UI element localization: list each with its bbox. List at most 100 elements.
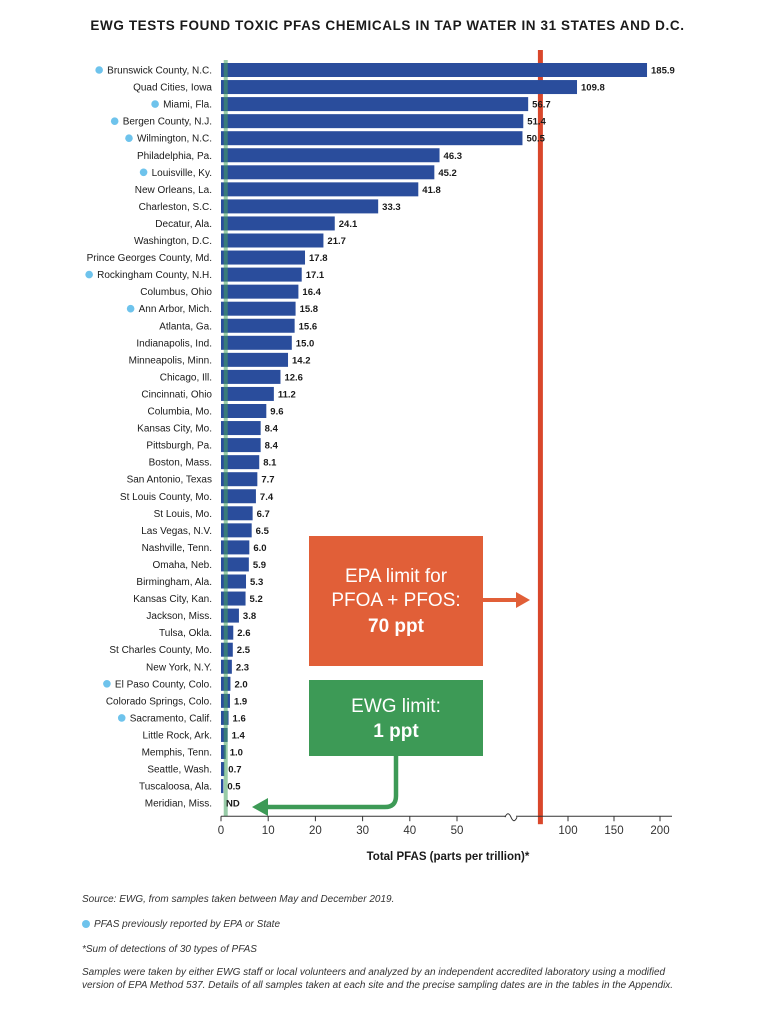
- value-label-36: 2.0: [234, 679, 247, 690]
- previously-reported-dot-0: [95, 66, 103, 74]
- x-tick-label-1: 10: [262, 825, 275, 837]
- value-label-40: 1.0: [230, 748, 243, 759]
- value-label-3: 51.4: [527, 117, 546, 128]
- bar-29: [221, 557, 249, 572]
- bar-40: [221, 745, 226, 759]
- ewg-arrow-head: [252, 798, 268, 816]
- ewg-box-line1: EWG limit:: [351, 696, 441, 717]
- value-label-6: 45.2: [438, 168, 457, 179]
- value-label-43: ND: [226, 799, 240, 810]
- category-label-16: Indianapolis, Ind.: [136, 338, 212, 349]
- value-label-16: 15.0: [296, 338, 315, 349]
- bar-9: [221, 216, 335, 231]
- bar-21: [221, 421, 261, 436]
- previously-reported-dot-12: [85, 270, 93, 279]
- category-label-43: Meridian, Miss.: [145, 799, 212, 810]
- value-label-2: 56.7: [532, 100, 551, 111]
- value-label-9: 24.1: [339, 219, 358, 230]
- bar-0: [221, 63, 648, 77]
- bar-20: [221, 404, 267, 418]
- asterisk-note: *Sum of detections of 30 types of PFAS: [82, 944, 257, 955]
- epa-limit-reference: [537, 50, 543, 825]
- previously-reported-dot-2: [151, 100, 159, 108]
- axis-break-mark: [504, 813, 518, 822]
- category-label-6: Louisville, Ky.: [152, 168, 212, 179]
- bar-13: [221, 284, 299, 299]
- bar-26: [221, 506, 253, 521]
- epa-limit-line: [537, 50, 543, 825]
- value-label-8: 33.3: [382, 202, 401, 213]
- previously-reported-dot-36: [103, 680, 111, 688]
- bar-25: [221, 489, 256, 504]
- category-label-27: Las Vegas, N.V.: [141, 526, 212, 537]
- value-label-39: 1.4: [232, 730, 246, 741]
- bar-7: [221, 182, 419, 197]
- category-label-42: Tuscaloosa, Ala.: [139, 782, 212, 793]
- value-label-10: 21.7: [327, 236, 346, 247]
- category-label-29: Omaha, Neb.: [153, 560, 212, 571]
- bar-42: [221, 779, 224, 794]
- value-label-26: 6.7: [257, 509, 270, 520]
- bar-4: [221, 131, 523, 146]
- previously-reported-dot-38: [117, 714, 126, 722]
- value-label-7: 41.8: [422, 185, 441, 196]
- category-label-9: Decatur, Ala.: [155, 219, 212, 230]
- value-labels: 185.9 109.8 56.7 51.4 50.5 46.3 45.2 41.8 33.3 24…: [226, 66, 675, 810]
- value-label-11: 17.8: [309, 253, 328, 264]
- value-label-23: 8.1: [263, 458, 277, 469]
- bars-group: [221, 63, 648, 794]
- value-label-15: 15.6: [299, 321, 318, 332]
- category-label-11: Prince Georges County, Md.: [87, 253, 212, 264]
- category-label-18: Chicago, Ill.: [160, 372, 212, 383]
- category-label-3: Bergen County, N.J.: [123, 117, 212, 128]
- legend-note-text: PFAS previously reported by EPA or State: [94, 919, 281, 930]
- category-label-7: New Orleans, La.: [135, 185, 212, 196]
- category-label-10: Washington, D.C.: [134, 236, 212, 247]
- bar-2: [221, 97, 529, 112]
- value-label-31: 5.2: [250, 594, 263, 605]
- category-label-26: St Louis, Mo.: [154, 509, 212, 520]
- samples-note: Samples were taken by either EWG staff o…: [82, 967, 674, 991]
- category-labels: Brunswick County, N.C. Quad Cities, Iowa M…: [85, 66, 212, 810]
- value-label-29: 5.9: [253, 560, 266, 571]
- x-tick-label-8: 200: [650, 825, 669, 837]
- x-axis-title: Total PFAS (parts per trillion)*: [367, 851, 530, 863]
- category-label-0: Brunswick County, N.C.: [107, 66, 212, 77]
- value-label-19: 11.2: [278, 389, 296, 400]
- value-label-32: 3.8: [243, 611, 256, 622]
- value-label-5: 46.3: [444, 151, 463, 162]
- epa-box-line2: PFOA + PFOS:: [331, 590, 460, 611]
- category-label-36: El Paso County, Colo.: [115, 679, 212, 690]
- value-label-25: 7.4: [260, 492, 274, 503]
- ewg-limit-reference: [223, 60, 228, 817]
- category-label-24: San Antonio, Texas: [127, 475, 212, 486]
- ewg-box-line2: 1 ppt: [373, 721, 419, 742]
- value-label-4: 50.5: [526, 134, 545, 145]
- chart-title: EWG TESTS FOUND TOXIC PFAS CHEMICALS IN …: [90, 18, 685, 33]
- x-tick-label-6: 100: [558, 825, 577, 837]
- previously-reported-dot-3: [110, 117, 119, 125]
- bar-17: [221, 352, 289, 367]
- previously-reported-dot-6: [139, 168, 148, 177]
- category-label-22: Pittsburgh, Pa.: [146, 441, 212, 452]
- value-label-30: 5.3: [250, 577, 263, 588]
- x-tick-label-5: 50: [451, 825, 464, 837]
- value-label-24: 7.7: [261, 475, 274, 486]
- bar-5: [221, 148, 440, 163]
- bar-8: [221, 199, 379, 214]
- x-tick-label-3: 30: [356, 825, 369, 837]
- value-label-14: 15.8: [300, 304, 319, 315]
- bar-1: [221, 80, 578, 95]
- category-label-14: Ann Arbor, Mich.: [139, 304, 212, 315]
- category-label-31: Kansas City, Kan.: [133, 594, 212, 605]
- bar-10: [221, 233, 324, 248]
- category-label-25: St Louis County, Mo.: [120, 492, 212, 503]
- annotations: EPA limit for PFOA + PFOS: 70 ppt EWG limit…: [252, 536, 530, 816]
- category-label-33: Tulsa, Okla.: [159, 628, 212, 639]
- bar-23: [221, 455, 260, 470]
- value-label-38: 1.6: [233, 713, 246, 724]
- category-label-30: Birmingham, Ala.: [136, 577, 212, 588]
- category-label-23: Boston, Mass.: [149, 458, 212, 469]
- value-label-17: 14.2: [292, 355, 311, 366]
- ewg-limit-line: [223, 60, 228, 817]
